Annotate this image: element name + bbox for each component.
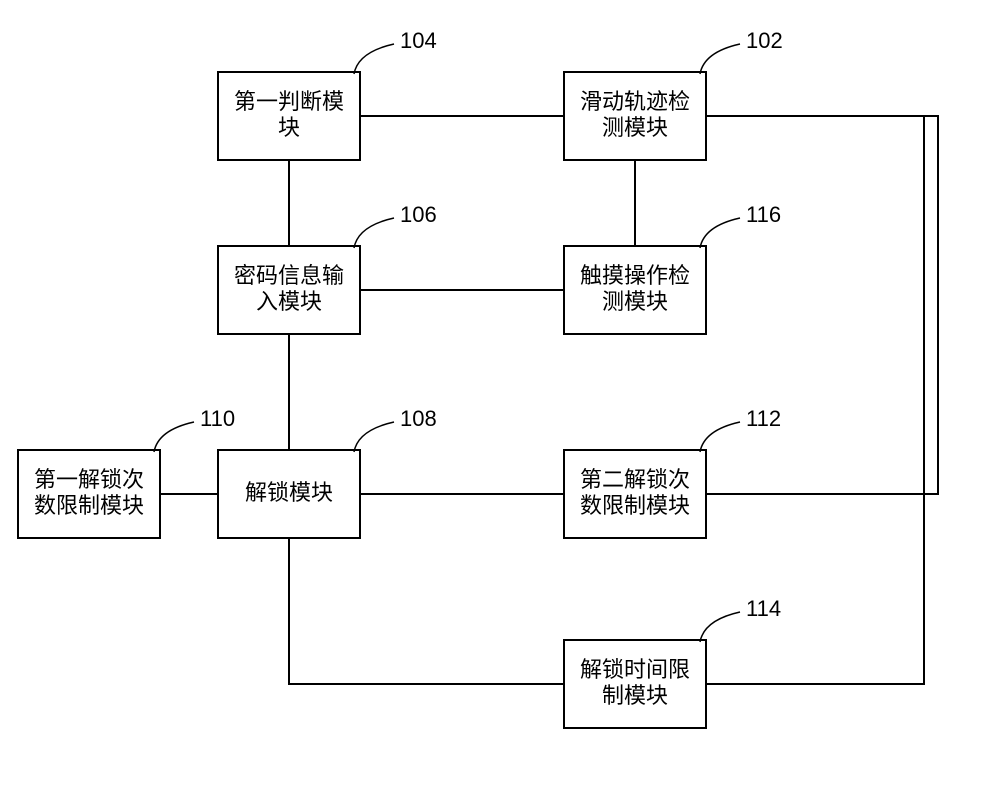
node-text: 滑动轨迹检 xyxy=(580,89,690,114)
node-text: 测模块 xyxy=(602,289,668,314)
leader-line xyxy=(154,422,194,452)
node-n110: 第一解锁次数限制模块 110 xyxy=(18,406,235,538)
node-number: 108 xyxy=(400,406,437,431)
node-text: 密码信息输 xyxy=(234,263,344,288)
node-text: 解锁时间限 xyxy=(580,657,690,682)
leader-line xyxy=(700,44,740,74)
edge xyxy=(289,538,564,684)
node-number: 116 xyxy=(746,202,781,227)
node-n102: 滑动轨迹检测模块 102 xyxy=(564,28,783,160)
leader-line xyxy=(354,422,394,452)
node-n116: 触摸操作检测模块 116 xyxy=(564,202,781,334)
node-text: 第一解锁次 xyxy=(34,467,144,492)
leader-line xyxy=(354,44,394,74)
leader-line xyxy=(354,218,394,248)
node-text: 入模块 xyxy=(256,289,322,314)
node-text: 触摸操作检 xyxy=(580,263,690,288)
node-n104: 第一判断模块 104 xyxy=(218,28,437,160)
node-n106: 密码信息输入模块 106 xyxy=(218,202,437,334)
node-text: 制模块 xyxy=(602,683,668,708)
node-number: 104 xyxy=(400,28,437,53)
node-n112: 第二解锁次数限制模块 112 xyxy=(564,406,781,538)
node-text: 第二解锁次 xyxy=(580,467,690,492)
node-n114: 解锁时间限制模块 114 xyxy=(564,596,781,728)
edge xyxy=(706,116,924,684)
node-text: 块 xyxy=(278,115,300,140)
node-text: 数限制模块 xyxy=(34,493,144,518)
node-number: 114 xyxy=(746,596,781,621)
node-text: 第一判断模 xyxy=(234,89,344,114)
node-number: 102 xyxy=(746,28,783,53)
node-text: 解锁模块 xyxy=(245,480,333,505)
node-text: 测模块 xyxy=(602,115,668,140)
edge xyxy=(706,116,938,494)
leader-line xyxy=(700,422,740,452)
leader-line xyxy=(700,612,740,642)
node-number: 106 xyxy=(400,202,437,227)
node-n108: 解锁模块 108 xyxy=(218,406,437,538)
node-number: 112 xyxy=(746,406,781,431)
leader-line xyxy=(700,218,740,248)
node-text: 数限制模块 xyxy=(580,493,690,518)
node-number: 110 xyxy=(200,406,235,431)
